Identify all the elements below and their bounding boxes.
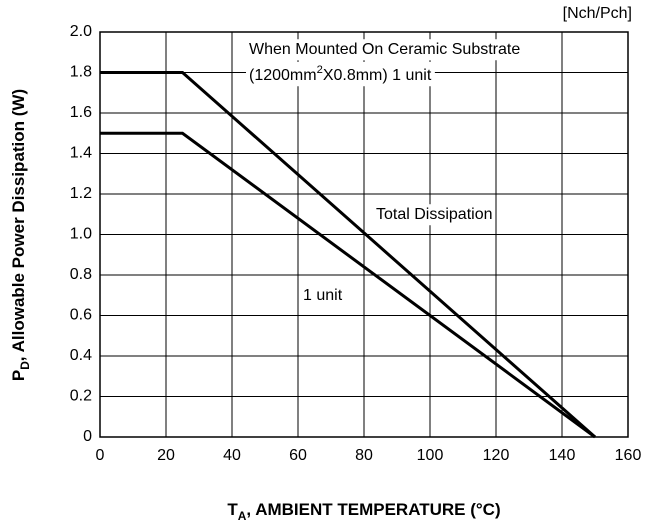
y-tick-label: 0.4 <box>70 347 92 364</box>
plot-frame <box>99 31 629 438</box>
y-tick-label: 0.6 <box>70 307 92 324</box>
label-backgrounds <box>246 39 524 307</box>
y-tick-label: 1.2 <box>70 185 92 202</box>
y-tick-label: 0.8 <box>70 266 92 283</box>
x-tick-label: 0 <box>96 447 105 464</box>
note: [Nch/Pch] <box>563 5 632 22</box>
x-axis-label: TA, AMBIENT TEMPERATURE (°C) <box>227 500 500 523</box>
y-tick-label: 2.0 <box>70 23 92 40</box>
y-tick-label: 1.8 <box>70 64 92 81</box>
text-part: 2 <box>317 64 323 76</box>
y-axis-label: PD, Allowable Power Dissipation (W) <box>9 89 32 381</box>
text-part: P <box>9 370 28 381</box>
series-line <box>100 71 596 439</box>
series-label: Total Dissipation <box>376 206 493 223</box>
label-background <box>300 285 346 307</box>
annotation-line: (1200mm2X0.8mm) 1 unit <box>249 64 432 84</box>
text-part: X0.8mm) 1 unit <box>323 67 432 84</box>
x-tick-label: 20 <box>157 447 175 464</box>
text-part: , AMBIENT TEMPERATURE (°C) <box>246 500 500 519</box>
text-part: D <box>18 361 32 370</box>
label-background <box>373 204 496 226</box>
y-tick-label: 0 <box>83 428 92 445</box>
series-label: 1 unit <box>303 287 343 304</box>
x-tick-label: 120 <box>483 447 510 464</box>
text-part: , Allowable Power Dissipation (W) <box>9 89 28 361</box>
x-tick-label: 140 <box>549 447 576 464</box>
label-background <box>246 39 524 61</box>
series-line <box>100 131 596 439</box>
y-tick-label: 0.2 <box>70 388 92 405</box>
y-tick-label: 1.0 <box>70 226 92 243</box>
x-tick-label: 100 <box>417 447 444 464</box>
y-tick-label: 1.4 <box>70 145 92 162</box>
text-part: A <box>238 509 247 523</box>
x-tick-label: 40 <box>223 447 241 464</box>
x-tick-label: 60 <box>289 447 307 464</box>
text-part: T <box>227 500 238 519</box>
x-tick-label: 160 <box>615 447 642 464</box>
y-tick-label: 1.6 <box>70 104 92 121</box>
label-background <box>246 61 435 87</box>
annotation-line: When Mounted On Ceramic Substrate <box>249 41 520 58</box>
x-tick-label: 80 <box>355 447 373 464</box>
text-part: (1200mm <box>249 67 317 84</box>
